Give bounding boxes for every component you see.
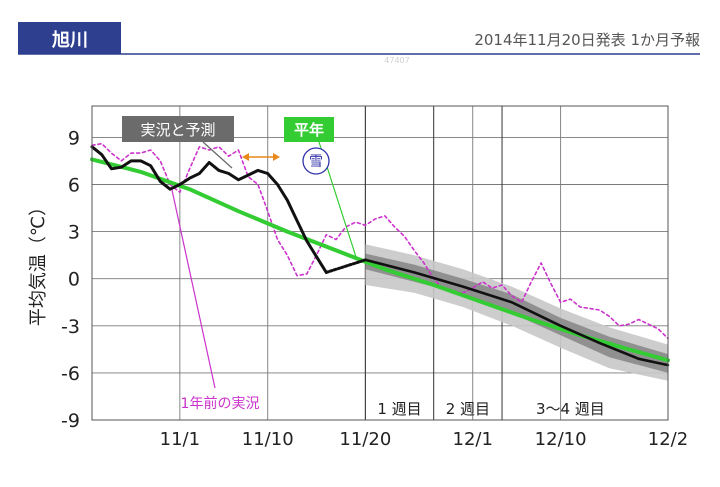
arrow-right-head [273,153,280,161]
callout-observed: 実況と予測 [122,116,234,169]
x-tick-label: 12/2 [648,429,688,450]
forecast-period-labels: 1 週目 2 週目 3～4 週目 [377,400,604,418]
series-observed [90,145,328,274]
series-last-year [91,142,669,340]
y-axis-label: 平均気温（℃） [28,198,49,326]
station-badge-bg [18,22,121,54]
callout-last-year-leader [171,189,216,389]
y-tick-label: 9 [68,127,80,149]
y-tick-label: -6 [61,363,80,385]
callout-normal: 平年 [284,117,358,261]
snow-icon: 雪 [302,147,330,175]
snow-icon-glyph: 雪 [309,154,323,170]
legend-observed: 実況と予測 [140,121,215,139]
issued-date: 2014年11月20日発表 1か月予報 [474,31,700,49]
axes: 9 6 3 0 -3 -6 -9 11/1 11/10 11/20 12/1 12/10 12/2 [61,127,688,450]
y-tick-label: 0 [68,269,80,291]
series-lines [90,142,670,367]
y-tick-label: -3 [61,316,80,338]
x-tick-label: 11/10 [242,429,294,450]
station-code-watermark: 47407 [384,56,409,65]
plot-frame [91,105,669,421]
arrow-left-head [242,153,249,161]
x-tick-label: 12/10 [535,429,587,450]
series-forecast [364,258,670,367]
callout-last-year: 1年前の実況 [171,189,260,412]
legend-last-year: 1年前の実況 [181,395,260,412]
snow-icon-ring [302,147,330,175]
forecast-period-label: 3～4 週目 [536,400,605,418]
y-tick-label: 3 [68,222,80,244]
forecast-period-label: 1 週目 [377,400,421,418]
callout-normal-box [284,117,334,142]
forecast-period-label: 2 週目 [446,400,490,418]
callout-observed-leader [202,141,233,169]
plot-area [90,105,670,421]
y-tick-label: -9 [61,410,80,432]
x-tick-label: 11/1 [160,429,200,450]
arrow-double-icon [242,153,280,161]
x-tick-label: 11/20 [339,429,391,450]
x-tick-label: 12/1 [453,429,493,450]
station-name: 旭川 [51,29,88,51]
callout-observed-box [122,116,234,142]
series-connector [324,258,367,274]
y-tick-label: 6 [68,175,80,197]
station-badge: 旭川 [18,22,121,54]
legend-normal: 平年 [294,121,324,139]
